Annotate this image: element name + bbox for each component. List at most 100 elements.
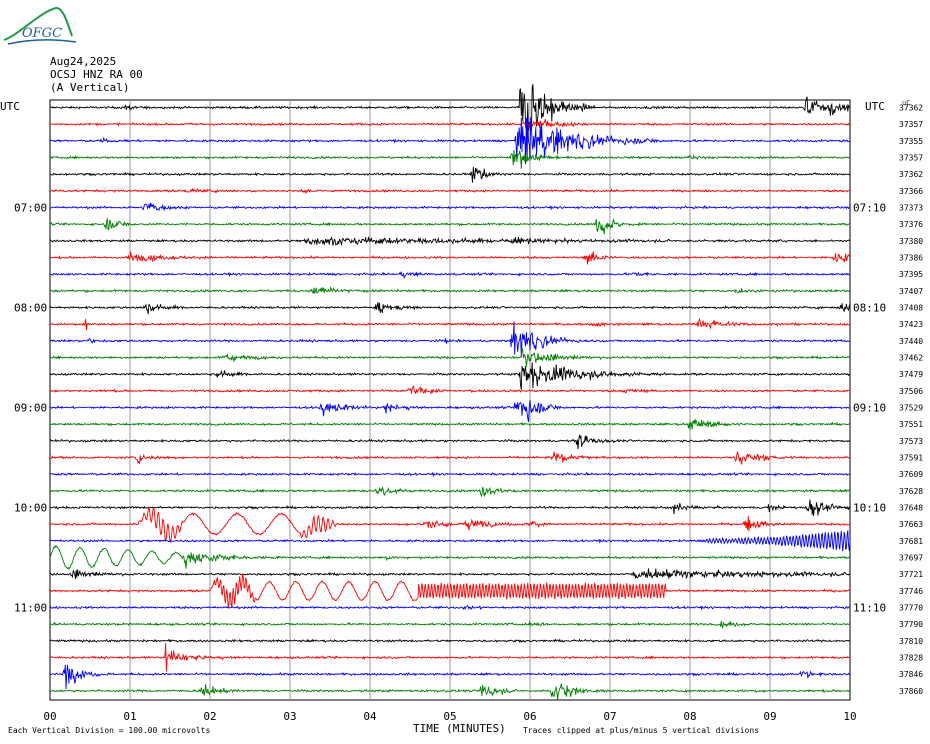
x-tick-label: 01 — [123, 710, 136, 723]
ofgc-logo — [0, 2, 80, 46]
trace-row — [49, 544, 851, 571]
row-value-label: 37423 — [899, 320, 923, 329]
trace-row — [49, 664, 851, 690]
trace-row — [49, 187, 851, 194]
trace-row — [49, 568, 851, 580]
row-value-label: 37408 — [899, 304, 923, 313]
trace-row — [50, 251, 851, 265]
row-value-label: 37462 — [899, 354, 923, 363]
trace-row — [49, 317, 851, 331]
trace-row — [49, 385, 851, 395]
utc-label-right: UTC — [865, 100, 885, 113]
plot-header: Aug24,2025 OCSJ HNZ RA 00 (A Vertical) — [50, 55, 143, 94]
header-date: Aug24,2025 — [50, 55, 117, 68]
right-time-label: 09:10 — [853, 402, 886, 415]
trace-row — [49, 271, 850, 280]
row-value-label: 37721 — [899, 570, 923, 579]
trace-row — [49, 643, 851, 672]
x-tick-label: 07 — [603, 710, 616, 723]
row-value-label: 37828 — [899, 654, 923, 663]
trace-row — [49, 434, 851, 450]
trace-row — [49, 84, 850, 133]
trace-row — [49, 150, 851, 169]
row-value-label: 37357 — [899, 154, 923, 163]
row-value-label: 37846 — [899, 670, 923, 679]
clip-note: Traces clipped at plus/minus 5 vertical … — [523, 726, 760, 735]
row-value-label: 37407 — [899, 287, 923, 296]
row-value-label: 37380 — [899, 237, 923, 246]
trace-row — [49, 217, 851, 235]
row-value-label: 37746 — [899, 587, 923, 596]
row-value-label: 37697 — [899, 554, 923, 563]
utc-label-left: UTC — [0, 100, 20, 113]
row-value-label: 37628 — [899, 487, 923, 496]
trace-row — [49, 530, 851, 552]
row-value-label: 37573 — [899, 437, 923, 446]
right-time-label: 08:10 — [853, 302, 886, 315]
x-axis-title: TIME (MINUTES) — [413, 722, 506, 735]
row-value-label: 37648 — [899, 504, 923, 513]
trace-row — [49, 166, 851, 183]
row-value-label: 37860 — [899, 687, 923, 696]
row-value-label: 37355 — [899, 137, 923, 146]
x-tick-label: 08 — [683, 710, 696, 723]
trace-row — [49, 236, 851, 247]
trace-row — [49, 506, 851, 543]
trace-row — [49, 301, 851, 315]
trace-row — [50, 202, 851, 212]
row-value-label: 37376 — [899, 220, 923, 229]
row-value-label: 37506 — [899, 387, 923, 396]
row-value-label: 37551 — [899, 420, 923, 429]
x-tick-label: 00 — [43, 710, 56, 723]
trace-row — [49, 604, 851, 611]
row-value-label: 37479 — [899, 370, 923, 379]
row-value-label: 37681 — [899, 537, 923, 546]
row-value-label: 37362 — [899, 104, 923, 113]
trace-row — [49, 573, 851, 608]
trace-row — [49, 486, 851, 498]
trace-row — [49, 362, 851, 390]
trace-row — [49, 118, 851, 129]
x-tick-label: 09 — [763, 710, 776, 723]
row-value-label: 37790 — [899, 620, 923, 629]
logo-text: OFGC — [22, 26, 63, 41]
right-time-label: 07:10 — [853, 202, 886, 215]
left-time-label: 09:00 — [14, 402, 47, 415]
row-value-label: 37529 — [899, 404, 923, 413]
x-tick-label: 06 — [523, 710, 536, 723]
trace-group — [49, 84, 851, 700]
trace-row — [49, 347, 851, 367]
left-time-label: 07:00 — [14, 202, 47, 215]
trace-row — [49, 418, 851, 430]
left-time-label: 08:00 — [14, 302, 47, 315]
row-value-label: 37591 — [899, 454, 923, 463]
row-value-label: 37770 — [899, 604, 923, 613]
trace-row — [49, 499, 851, 517]
row-value-label: 37663 — [899, 520, 923, 529]
trace-row — [49, 321, 851, 357]
trace-row — [49, 451, 851, 465]
units-label: uC — [902, 99, 911, 107]
trace-row — [50, 399, 851, 422]
row-value-label: 37810 — [899, 637, 923, 646]
header-component: (A Vertical) — [50, 81, 130, 94]
header-station: OCSJ HNZ RA 00 — [50, 68, 143, 81]
trace-row — [49, 117, 851, 165]
row-value-label: 37366 — [899, 187, 923, 196]
row-value-label: 37609 — [899, 470, 923, 479]
left-time-label: 10:00 — [14, 502, 47, 515]
x-tick-label: 05 — [443, 710, 456, 723]
x-tick-label: 02 — [203, 710, 216, 723]
row-value-label: 37362 — [899, 170, 923, 179]
trace-row — [49, 471, 851, 478]
trace-row — [49, 638, 851, 644]
row-value-label: 37373 — [899, 204, 923, 213]
trace-row — [49, 683, 851, 700]
row-value-label: 37357 — [899, 120, 923, 129]
trace-row — [49, 620, 851, 630]
right-time-label: 10:10 — [853, 502, 886, 515]
x-tick-label: 04 — [363, 710, 377, 723]
chart-grid — [49, 99, 851, 701]
row-value-label: 37386 — [899, 254, 923, 263]
